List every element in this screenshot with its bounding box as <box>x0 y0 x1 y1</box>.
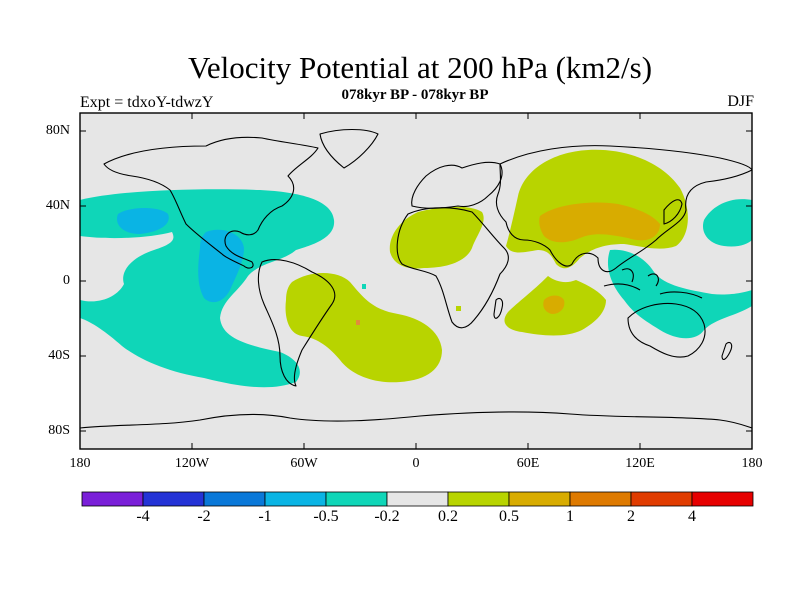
contour-fill <box>80 149 752 388</box>
coast-australia <box>627 302 706 358</box>
lat-label-40s: 40S <box>48 348 70 363</box>
colorbar-box <box>630 491 693 507</box>
colorbar-label: -0.5 <box>313 508 339 525</box>
coast-new-zealand <box>721 341 733 361</box>
lat-label-0: 0 <box>63 273 70 288</box>
colorbar-label: 2 <box>627 508 635 525</box>
pos-mid-blob-asia <box>539 202 660 243</box>
chart-title: Velocity Potential at 200 hPa (km2/s) <box>187 50 653 85</box>
colorbar-box <box>325 491 388 507</box>
lon-label-0: 0 <box>412 456 420 471</box>
colorbar-box <box>447 491 510 507</box>
colorbar <box>81 491 754 507</box>
lon-label-60w: 60W <box>290 456 318 471</box>
coast-antarctica <box>79 411 753 429</box>
lon-label-120w: 120W <box>174 456 210 471</box>
chart-subtitle: 078kyr BP - 078kyr BP <box>341 87 489 103</box>
colorbar-label: 0.5 <box>499 508 519 525</box>
lat-label-40n: 40N <box>45 198 70 213</box>
lon-label-180w: 180 <box>69 456 91 471</box>
pos-region-atlantic <box>285 273 442 383</box>
coast-asia <box>495 145 753 273</box>
lat-label-80s: 80S <box>48 423 70 438</box>
axis-ticks <box>80 113 752 449</box>
colorbar-box <box>264 491 327 507</box>
coast-africa <box>396 207 509 329</box>
colorbar-label: -2 <box>197 508 211 525</box>
coastlines <box>79 128 753 429</box>
pos-speck <box>456 306 461 311</box>
pos-speck-2 <box>356 320 360 325</box>
experiment-label: Expt = tdxoY-tdwzY <box>80 94 214 111</box>
pos-mid-blob-india <box>543 295 565 314</box>
coast-greenland <box>319 128 379 169</box>
colorbar-label: -4 <box>136 508 150 525</box>
colorbar-box <box>142 491 205 507</box>
colorbar-label: -1 <box>258 508 272 525</box>
lon-label-180e: 180 <box>741 456 763 471</box>
colorbar-label: -0.2 <box>374 508 400 525</box>
colorbar-box <box>81 491 144 507</box>
colorbar-label: 1 <box>566 508 574 525</box>
coast-south-america <box>257 259 336 387</box>
lon-label-120e: 120E <box>625 456 655 471</box>
coast-madagascar <box>493 297 504 319</box>
neg-mid-blob-1 <box>116 208 169 234</box>
coast-indonesia <box>603 268 703 299</box>
colorbar-box <box>386 491 449 507</box>
colorbar-label: 4 <box>688 508 696 525</box>
coast-japan <box>663 199 683 225</box>
pos-region-eurasia <box>389 149 688 269</box>
neg-speck <box>362 284 366 289</box>
colorbar-label: 0.2 <box>438 508 458 525</box>
lat-label-80n: 80N <box>45 123 70 138</box>
colorbar-box <box>691 491 754 507</box>
neg-mid-blob-2 <box>198 229 244 303</box>
lon-label-60e: 60E <box>516 456 540 471</box>
season-label: DJF <box>727 93 754 110</box>
coast-north-america <box>103 136 319 269</box>
neg-region-nw-pacific <box>702 199 752 247</box>
colorbar-box <box>569 491 632 507</box>
colorbar-box <box>203 491 266 507</box>
neg-region-pacific <box>607 249 752 339</box>
colorbar-box <box>508 491 571 507</box>
